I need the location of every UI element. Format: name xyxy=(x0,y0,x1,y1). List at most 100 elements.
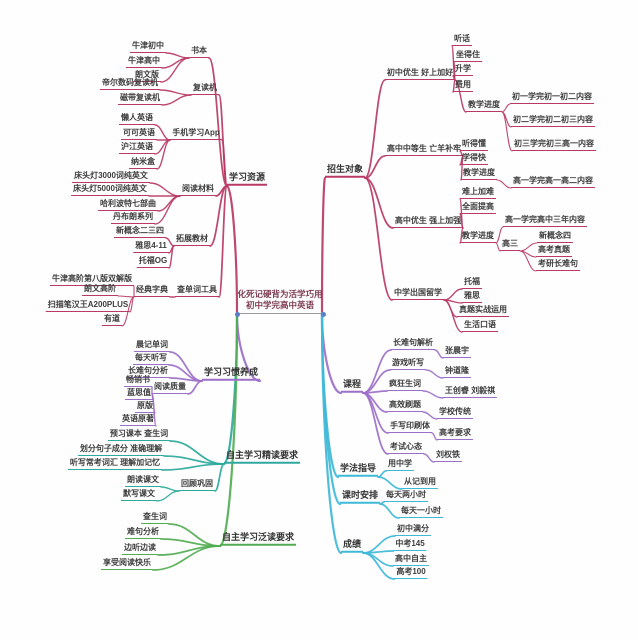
mindmap-node[interactable]: 托福 xyxy=(462,277,482,289)
mindmap-node[interactable]: 教学进度 xyxy=(460,231,496,243)
mindmap-node[interactable]: 初中满分 xyxy=(395,524,431,536)
mindmap-node[interactable]: 原版 xyxy=(135,401,155,413)
mindmap-node[interactable]: 高一学完高中三年内容 xyxy=(503,215,587,227)
mindmap-node[interactable]: 扫描笔汉王A200PLUS xyxy=(45,300,131,312)
mindmap-node[interactable]: 初中优生 好上加好 xyxy=(384,68,456,80)
mindmap-node[interactable]: 牛津高阶第八版双解版 xyxy=(50,274,134,286)
mindmap-branch-root[interactable]: 学法指导 xyxy=(337,463,379,477)
mindmap-node[interactable]: 托福OG xyxy=(136,256,170,268)
mindmap-node[interactable]: 懒人英语 xyxy=(119,113,155,125)
mindmap-node[interactable]: 教学进度 xyxy=(466,100,502,112)
mindmap-node[interactable]: 生活口语 xyxy=(462,320,498,332)
mindmap-node[interactable]: 高考真题 xyxy=(536,245,572,257)
mindmap-node[interactable]: 帝尔数码复读机 xyxy=(100,78,160,90)
mindmap-branch-root[interactable]: 自主学习精读要求 xyxy=(223,450,301,464)
mindmap-node[interactable]: 朗读课文 xyxy=(125,475,161,487)
mindmap-node[interactable]: 难句分析 xyxy=(125,527,161,539)
mindmap-node[interactable]: 高中中等生 亡羊补牢 xyxy=(384,144,464,156)
mindmap-node[interactable]: 拓展教材 xyxy=(174,234,210,246)
mindmap-node[interactable]: 长难句分析 xyxy=(126,366,170,378)
mindmap-node[interactable]: 丹布朗系列 xyxy=(111,212,155,224)
mindmap-node[interactable]: 边听边读 xyxy=(122,543,158,555)
mindmap-node[interactable]: 纳米盒 xyxy=(129,157,157,169)
mindmap-node[interactable]: 升学 xyxy=(453,64,473,76)
mindmap-node[interactable]: 新概念二三四 xyxy=(114,226,166,238)
mindmap-node[interactable]: 英语原著 xyxy=(120,414,156,426)
mindmap-node[interactable]: 经典字典 xyxy=(134,285,170,297)
mindmap-node[interactable]: 畅销书 xyxy=(124,375,152,387)
mindmap-node[interactable]: 手写印刷体 xyxy=(388,421,432,433)
mindmap-node[interactable]: 晨记单词 xyxy=(134,340,170,352)
mindmap-node[interactable]: 书本 xyxy=(189,46,209,58)
mindmap-node[interactable]: 每天一小时 xyxy=(399,506,443,518)
mindmap-node[interactable]: 手机学习App xyxy=(170,128,222,140)
mindmap-node[interactable]: 阅读材料 xyxy=(180,184,216,196)
mindmap-node[interactable]: 高效刷题 xyxy=(387,400,423,412)
mindmap-branch-root[interactable]: 自主学习泛读要求 xyxy=(219,532,297,546)
mindmap-node[interactable]: 教学进度 xyxy=(461,168,497,180)
mindmap-node[interactable]: 用中学 xyxy=(386,459,414,471)
mindmap-node[interactable]: 王创睿 刘毅祺 xyxy=(442,386,498,398)
mindmap-node[interactable]: 朗文高阶 xyxy=(82,284,118,296)
mindmap-node[interactable]: 高中自主 xyxy=(393,554,429,566)
mindmap-node[interactable]: 高考要求 xyxy=(437,428,473,440)
mindmap-node[interactable]: 沪江英语 xyxy=(119,142,155,154)
mindmap-node[interactable]: 学校传统 xyxy=(437,407,473,419)
mindmap-node[interactable]: 全面提高 xyxy=(460,202,496,214)
mindmap-node[interactable]: 每天听写 xyxy=(133,353,169,365)
mindmap-node[interactable]: 蓝思值 xyxy=(125,388,153,400)
mindmap-node[interactable]: 雅思4-11 xyxy=(133,241,169,253)
mindmap-node[interactable]: 从记到用 xyxy=(402,477,438,489)
mindmap-node[interactable]: 考研长难句 xyxy=(536,259,580,271)
mindmap-branch-root[interactable]: 招生对象 xyxy=(324,164,366,178)
mindmap-node[interactable]: 费用 xyxy=(453,80,473,92)
mindmap-node[interactable]: 坐得住 xyxy=(454,50,482,62)
mindmap-node[interactable]: 钟道隆 xyxy=(443,366,471,378)
mindmap-node[interactable]: 默写课文 xyxy=(121,489,157,501)
mindmap-node[interactable]: 初二学完初二初三内容 xyxy=(511,115,595,127)
mindmap-node[interactable]: 高中优生 强上加强 xyxy=(392,216,464,228)
mindmap-node[interactable]: 高一学完高一高二内容 xyxy=(511,176,595,188)
mindmap-node[interactable]: 高考100 xyxy=(394,567,428,579)
mindmap-branch-root[interactable]: 课时安排 xyxy=(339,490,381,504)
central-topic[interactable]: 化死记硬背为活学巧用 初中学完高中英语 xyxy=(234,289,326,317)
mindmap-node[interactable]: 雅思 xyxy=(462,291,482,303)
mindmap-node[interactable]: 有道 xyxy=(102,314,122,326)
mindmap-node[interactable]: 听得懂 xyxy=(460,139,488,151)
mindmap-branch-root[interactable]: 学习习惯养成 xyxy=(201,367,261,381)
mindmap-node[interactable]: 听写常考词汇 理解加记忆 xyxy=(67,458,163,470)
mindmap-branch-root[interactable]: 学习资源 xyxy=(226,172,268,186)
mindmap-node[interactable]: 张晨宇 xyxy=(443,346,471,358)
mindmap-branch-root[interactable]: 成绩 xyxy=(340,539,364,553)
mindmap-node[interactable]: 疯狂生词 xyxy=(387,379,423,391)
mindmap-node[interactable]: 每天两小时 xyxy=(384,490,428,502)
mindmap-node[interactable]: 床头灯3000词纯英文 xyxy=(72,171,150,183)
mindmap-node[interactable]: 复读机 xyxy=(191,83,219,95)
mindmap-node[interactable]: 刘权铁 xyxy=(434,450,462,462)
mindmap-node[interactable]: 新概念四 xyxy=(537,231,573,243)
mindmap-node[interactable]: 初一学完初一初二内容 xyxy=(510,92,594,104)
mindmap-node[interactable]: 查生词 xyxy=(141,512,169,524)
mindmap-node[interactable]: 朗文版 xyxy=(133,70,161,82)
mindmap-node[interactable]: 哈利波特七部曲 xyxy=(98,199,158,211)
mindmap-branch-root[interactable]: 课程 xyxy=(340,379,364,393)
mindmap-node[interactable]: 享受阅读快乐 xyxy=(101,558,153,570)
mindmap-node[interactable]: 难上加难 xyxy=(460,187,496,199)
mindmap-node[interactable]: 预习课本 查生词 xyxy=(107,429,171,441)
mindmap-node[interactable]: 回顾巩固 xyxy=(179,479,215,491)
mindmap-node[interactable]: 听话 xyxy=(452,34,472,46)
mindmap-node[interactable]: 学得快 xyxy=(460,153,488,165)
mindmap-node[interactable]: 初三学完初三高一内容 xyxy=(512,139,596,151)
mindmap-node[interactable]: 中学出国留学 xyxy=(392,288,444,300)
mindmap-node[interactable]: 牛津高中 xyxy=(126,56,162,68)
mindmap-node[interactable]: 磁带复读机 xyxy=(118,93,162,105)
mindmap-node[interactable]: 考试心态 xyxy=(388,442,424,454)
mindmap-node[interactable]: 可可英语 xyxy=(121,128,157,140)
mindmap-node[interactable]: 高三 xyxy=(500,239,520,251)
mindmap-node[interactable]: 床头灯5000词纯英文 xyxy=(71,184,149,196)
mindmap-node[interactable]: 中考145 xyxy=(393,539,427,551)
mindmap-node[interactable]: 游戏听写 xyxy=(390,358,426,370)
mindmap-node[interactable]: 划分句子成分 准确理解 xyxy=(77,444,165,456)
mindmap-node[interactable]: 查单词工具 xyxy=(175,285,219,297)
mindmap-node[interactable]: 长难句解析 xyxy=(391,338,435,350)
